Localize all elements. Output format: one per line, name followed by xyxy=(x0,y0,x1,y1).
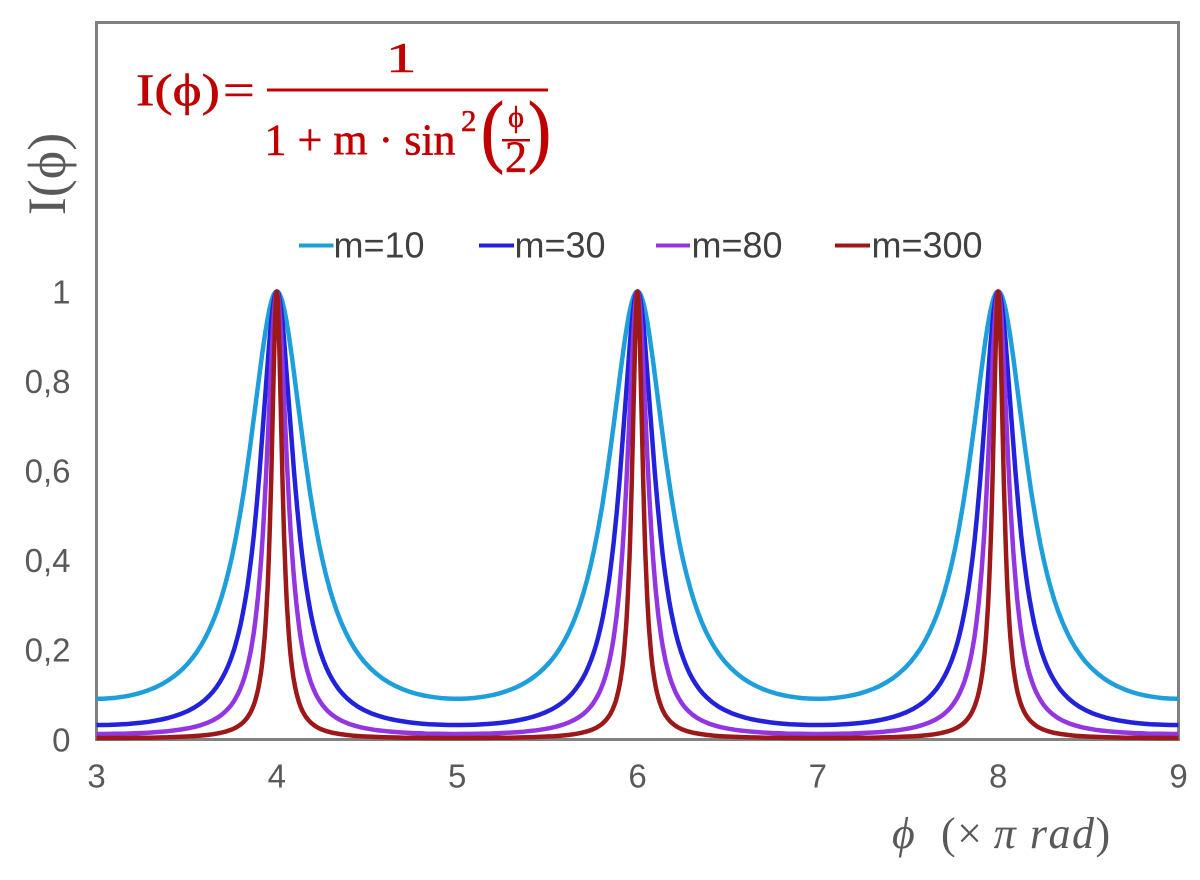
svg-text:1: 1 xyxy=(52,273,70,310)
svg-text:m=10: m=10 xyxy=(334,225,425,266)
svg-text:0: 0 xyxy=(52,721,70,758)
svg-text:7: 7 xyxy=(809,758,827,795)
svg-text:2: 2 xyxy=(505,133,527,182)
svg-text:=: = xyxy=(223,67,255,116)
svg-text:5: 5 xyxy=(448,758,466,795)
svg-text:1: 1 xyxy=(386,35,416,82)
svg-text:0,8: 0,8 xyxy=(25,363,71,400)
svg-text:ϕ: ϕ xyxy=(892,809,915,858)
svg-text:I(ϕ): I(ϕ) xyxy=(136,66,220,116)
svg-text:0,2: 0,2 xyxy=(25,632,71,669)
svg-text:0,4: 0,4 xyxy=(25,542,71,579)
svg-text:4: 4 xyxy=(268,758,286,795)
svg-text:6: 6 xyxy=(628,758,646,795)
svg-text:m=300: m=300 xyxy=(872,225,983,266)
svg-text:3: 3 xyxy=(87,758,105,795)
svg-text:9: 9 xyxy=(1169,758,1187,795)
svg-text:1 + m · sin: 1 + m · sin xyxy=(265,116,456,165)
svg-text:2: 2 xyxy=(461,103,477,138)
svg-text:(: ( xyxy=(481,86,504,175)
svg-text:ϕ: ϕ xyxy=(508,101,524,134)
svg-text:): ) xyxy=(528,86,551,175)
svg-text:m=30: m=30 xyxy=(515,225,606,266)
svg-text:8: 8 xyxy=(989,758,1007,795)
svg-text:0,6: 0,6 xyxy=(25,453,71,490)
svg-text:I(ϕ): I(ϕ) xyxy=(17,133,77,215)
svg-text:(× π rad): (× π rad) xyxy=(941,809,1112,858)
svg-text:m=80: m=80 xyxy=(692,225,783,266)
